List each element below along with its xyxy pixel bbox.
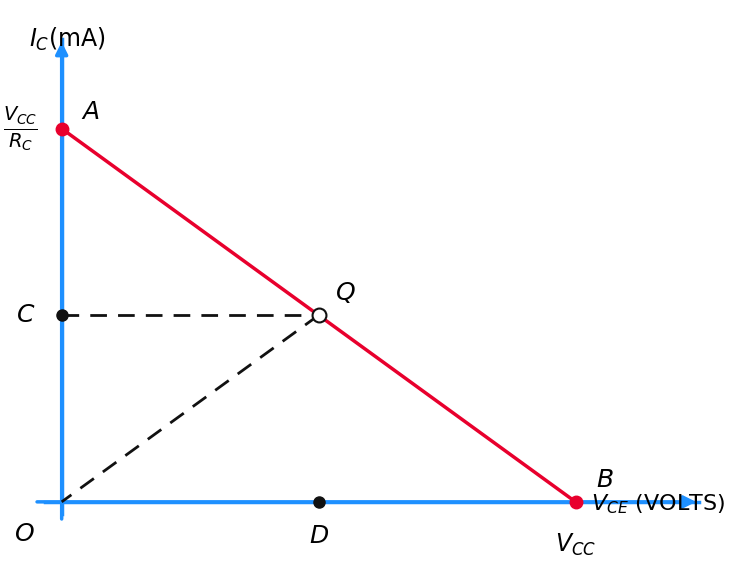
Text: A: A bbox=[82, 100, 99, 124]
Text: O: O bbox=[14, 522, 35, 546]
Text: D: D bbox=[309, 525, 328, 548]
Text: Q: Q bbox=[336, 281, 355, 305]
Text: $I_C$(mA): $I_C$(mA) bbox=[29, 26, 106, 53]
Text: $\frac{V_{CC}}{R_C}$: $\frac{V_{CC}}{R_C}$ bbox=[4, 104, 38, 153]
Text: C: C bbox=[17, 303, 35, 327]
Text: $V_{CE}$ (VOLTS): $V_{CE}$ (VOLTS) bbox=[591, 492, 725, 516]
Text: $V_{CC}$: $V_{CC}$ bbox=[555, 532, 596, 558]
Text: B: B bbox=[596, 468, 614, 492]
